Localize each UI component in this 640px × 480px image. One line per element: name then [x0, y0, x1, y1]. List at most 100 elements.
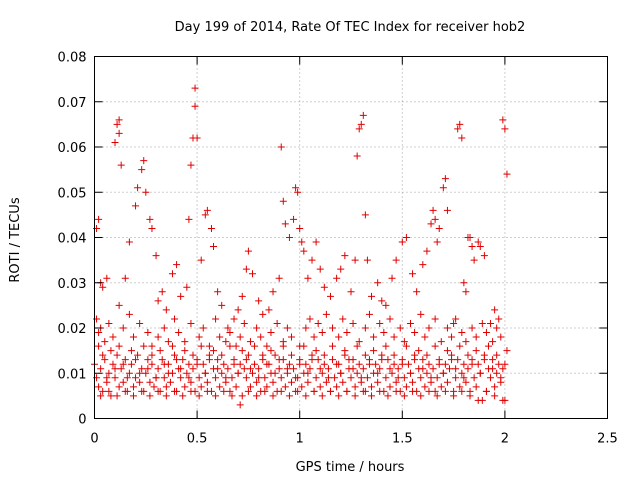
data-point	[226, 342, 234, 350]
data-point	[489, 356, 497, 364]
data-point	[409, 378, 417, 386]
data-point	[400, 374, 408, 382]
data-point	[339, 315, 347, 323]
x-tick-label: 2	[501, 432, 509, 447]
data-point	[390, 360, 398, 368]
data-point	[95, 329, 103, 337]
data-point	[458, 134, 466, 142]
data-point	[226, 329, 234, 337]
data-point	[187, 319, 195, 327]
data-point	[199, 324, 207, 332]
data-point	[466, 234, 474, 241]
data-point	[335, 392, 343, 400]
data-point	[283, 324, 291, 332]
data-point	[409, 270, 417, 278]
data-point	[263, 342, 271, 350]
data-point	[365, 310, 373, 318]
data-point	[290, 365, 298, 373]
data-point	[185, 215, 193, 223]
y-tick-label: 0.02	[58, 322, 87, 337]
data-point	[302, 392, 310, 400]
data-point	[499, 396, 507, 404]
data-point	[113, 351, 121, 359]
data-point	[230, 315, 238, 323]
data-point	[308, 356, 316, 364]
data-point	[450, 319, 458, 327]
data-point	[228, 374, 236, 382]
data-point	[103, 374, 111, 382]
data-point	[310, 387, 318, 395]
data-point	[407, 319, 415, 327]
data-point	[164, 369, 172, 377]
data-point	[173, 261, 181, 269]
data-point	[341, 252, 349, 260]
data-point	[263, 383, 271, 391]
data-point	[277, 143, 285, 151]
data-point	[431, 215, 439, 223]
data-point	[413, 288, 421, 296]
data-point	[503, 347, 511, 355]
data-point	[417, 374, 425, 382]
data-point	[470, 256, 478, 264]
data-point	[240, 319, 248, 327]
data-point	[402, 342, 410, 350]
data-point	[257, 333, 265, 341]
data-point	[255, 374, 263, 382]
data-point	[234, 369, 242, 377]
data-point	[177, 374, 185, 382]
data-point	[129, 333, 137, 341]
data-point	[378, 356, 386, 364]
data-point	[421, 333, 429, 341]
data-point	[261, 387, 269, 395]
data-point	[244, 247, 252, 255]
data-point	[216, 333, 224, 341]
data-point	[259, 351, 267, 359]
data-point	[242, 356, 250, 364]
data-point	[107, 392, 115, 400]
data-point	[290, 215, 298, 223]
data-point	[493, 369, 501, 377]
data-point	[376, 387, 384, 395]
data-point	[238, 347, 246, 355]
data-point	[205, 356, 213, 364]
data-point	[214, 288, 222, 296]
data-point	[224, 324, 232, 332]
data-point	[487, 319, 495, 327]
chart-title: Day 199 of 2014, Rate Of TEC Index for r…	[175, 20, 526, 35]
data-point	[238, 392, 246, 400]
data-point	[398, 238, 406, 246]
data-point	[353, 152, 361, 160]
data-point	[154, 297, 162, 305]
data-point	[105, 387, 113, 395]
data-point	[411, 356, 419, 364]
data-point	[148, 224, 156, 232]
data-point	[501, 360, 509, 368]
data-point	[296, 360, 304, 368]
y-tick-label: 0.06	[58, 141, 87, 156]
data-point	[187, 387, 195, 395]
data-point	[261, 374, 269, 382]
data-point	[193, 360, 201, 368]
data-point	[359, 387, 367, 395]
data-point	[251, 342, 259, 350]
data-point	[265, 306, 273, 314]
data-point	[472, 383, 480, 391]
y-tick-label: 0.01	[58, 367, 87, 382]
data-point	[394, 374, 402, 382]
data-point	[349, 365, 357, 373]
data-point	[275, 356, 283, 364]
data-point	[158, 288, 166, 296]
data-point	[382, 301, 390, 309]
data-point	[431, 342, 439, 350]
data-point	[476, 243, 484, 251]
data-point	[341, 347, 349, 355]
data-point	[281, 220, 289, 228]
data-point	[138, 166, 146, 174]
data-point	[132, 356, 140, 364]
data-point	[144, 329, 152, 337]
data-point	[423, 247, 431, 255]
data-point	[197, 256, 205, 264]
data-point	[464, 351, 472, 359]
data-point	[331, 374, 339, 382]
data-point	[318, 392, 326, 400]
